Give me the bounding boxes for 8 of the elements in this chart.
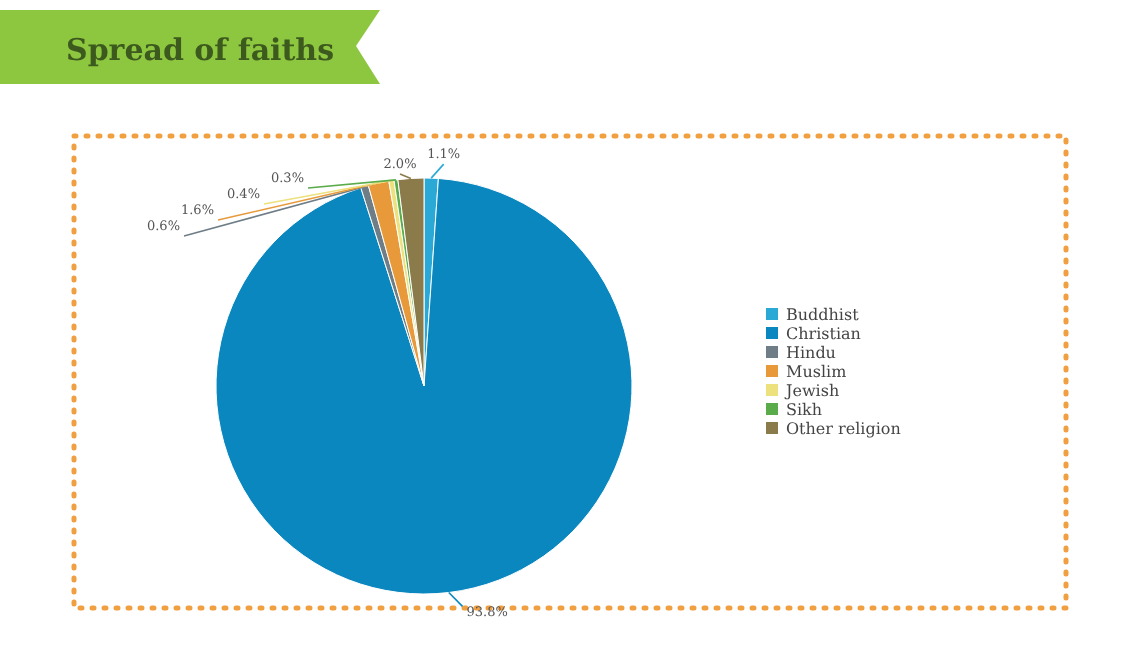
legend-label: Muslim [786,363,848,381]
legend-label: Christian [786,325,861,343]
legend-label: Buddhist [786,306,861,324]
legend-label: Sikh [786,401,823,419]
legend-label: Jewish [784,382,840,400]
chart-title: Spread of faiths [65,32,335,68]
legend-label: Other religion [786,420,901,438]
legend-label: Hindu [786,344,836,362]
